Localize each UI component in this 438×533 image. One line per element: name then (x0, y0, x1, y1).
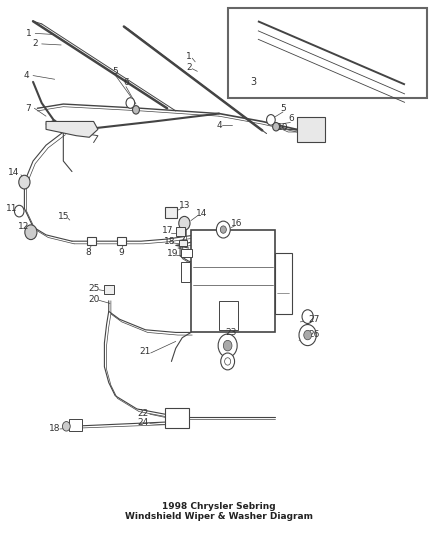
Circle shape (133, 106, 139, 114)
Circle shape (299, 325, 316, 345)
Text: 1: 1 (186, 52, 191, 61)
Bar (69, 419, 82, 431)
Text: 24: 24 (138, 417, 149, 426)
Circle shape (25, 225, 37, 240)
Text: 6: 6 (123, 78, 129, 87)
Circle shape (272, 123, 279, 131)
Text: 2: 2 (32, 39, 38, 49)
Circle shape (63, 422, 70, 431)
Text: 14: 14 (196, 209, 207, 218)
Text: 3: 3 (251, 77, 257, 87)
Circle shape (14, 205, 24, 217)
Text: 27: 27 (308, 315, 320, 324)
Polygon shape (46, 122, 98, 138)
Bar (165, 207, 177, 218)
Circle shape (216, 221, 230, 238)
Text: 21: 21 (140, 348, 151, 357)
Bar (117, 237, 126, 245)
Text: 23: 23 (226, 328, 237, 337)
Bar (179, 240, 187, 246)
Text: 9: 9 (118, 248, 124, 257)
Text: 8: 8 (85, 248, 91, 257)
Text: 1998 Chrysler Sebring
Windshield Wiper & Washer Diagram: 1998 Chrysler Sebring Windshield Wiper &… (125, 502, 313, 521)
Bar (104, 286, 114, 294)
Circle shape (302, 310, 313, 324)
Text: 20: 20 (88, 295, 99, 304)
Text: 4: 4 (24, 71, 29, 80)
Bar (228, 8, 427, 98)
Circle shape (225, 358, 231, 365)
Text: 18: 18 (49, 424, 60, 433)
Bar (181, 249, 192, 257)
Text: 7: 7 (25, 104, 31, 113)
Circle shape (218, 334, 237, 357)
Bar (219, 301, 238, 330)
Circle shape (220, 226, 226, 233)
Text: 5: 5 (280, 104, 286, 113)
Text: 4: 4 (216, 120, 222, 130)
Bar (181, 262, 190, 282)
Bar (297, 117, 325, 142)
Text: 25: 25 (88, 284, 99, 293)
Bar (87, 237, 96, 245)
Text: 14: 14 (8, 168, 19, 177)
Circle shape (221, 353, 235, 370)
Bar (165, 408, 189, 429)
Text: 17: 17 (162, 226, 174, 235)
Text: 1: 1 (26, 29, 32, 38)
Circle shape (267, 115, 275, 125)
Circle shape (19, 175, 30, 189)
Text: 16: 16 (230, 219, 242, 228)
Text: 22: 22 (138, 409, 149, 418)
Text: 2: 2 (186, 62, 191, 71)
Bar (275, 253, 292, 314)
Text: 13: 13 (179, 201, 190, 211)
Circle shape (304, 330, 311, 340)
Bar (191, 230, 275, 333)
Text: 6: 6 (289, 114, 294, 123)
Circle shape (179, 216, 190, 230)
Circle shape (223, 341, 232, 351)
Text: 19: 19 (166, 249, 178, 258)
Text: 26: 26 (308, 329, 320, 338)
Text: 5: 5 (112, 67, 118, 76)
Text: 15: 15 (58, 212, 70, 221)
Text: 18: 18 (163, 237, 175, 246)
Bar (176, 228, 185, 236)
Circle shape (126, 98, 134, 108)
Text: 10: 10 (277, 123, 289, 132)
Text: 11: 11 (6, 204, 17, 213)
Text: 12: 12 (18, 222, 29, 231)
